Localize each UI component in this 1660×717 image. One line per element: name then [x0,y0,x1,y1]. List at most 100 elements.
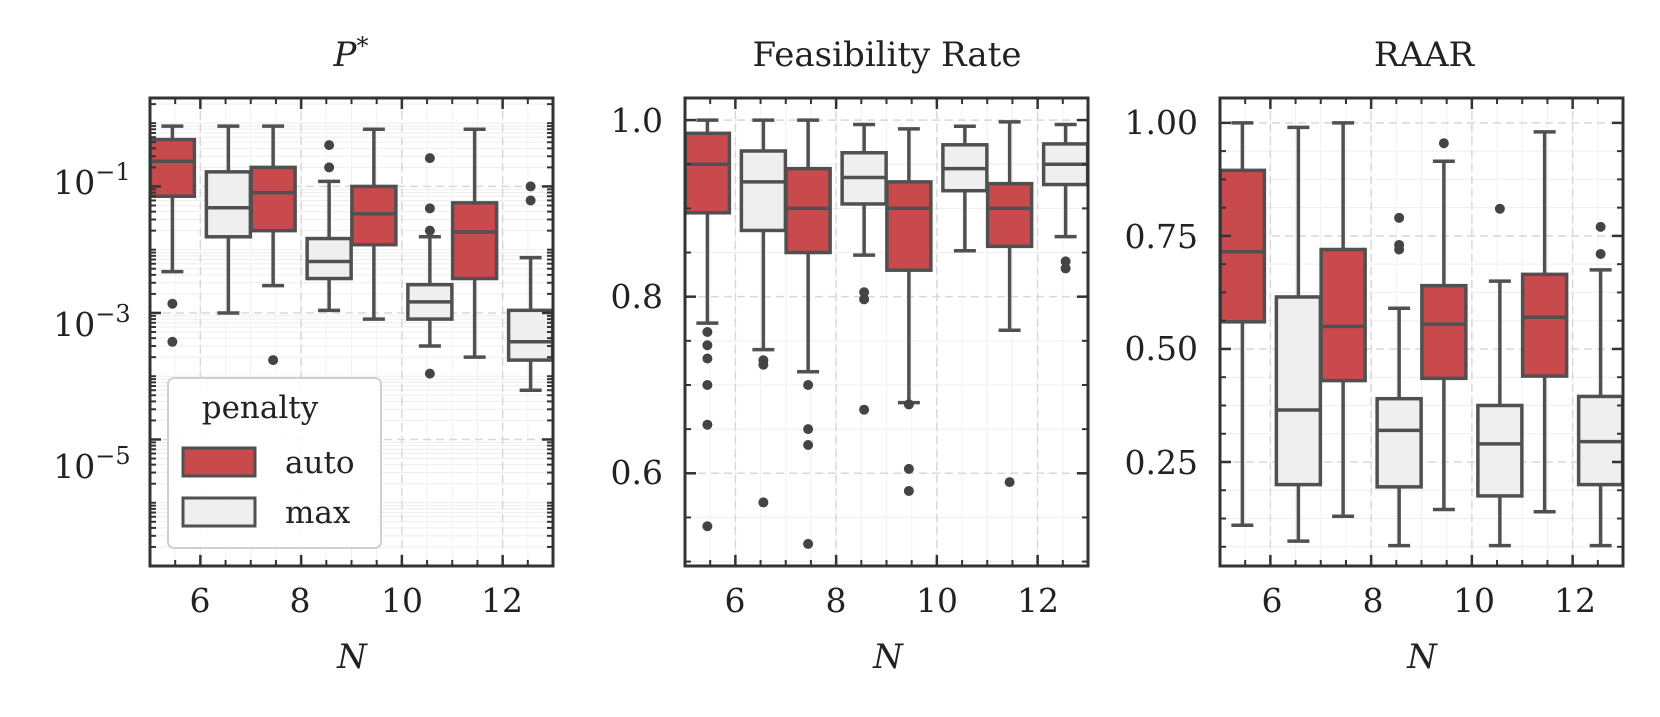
ticks [685,98,1088,566]
legend-title: penalty [202,390,319,426]
panel-raar: RAAR 6 8 10 12 1.00 0.75 0.50 0.25 N [1125,35,1625,677]
outlier-point-auto [803,424,814,435]
outlier-point-auto [903,399,914,410]
outlier-point-auto [903,463,914,474]
boxes [1218,121,1625,548]
outlier-point-max [525,181,536,192]
x-tick-label: 8 [826,581,847,620]
outlier-point-auto [167,298,178,309]
box-max-8 [305,236,353,281]
outlier-point-auto [702,419,713,430]
outlier-point-max [859,404,870,415]
box-auto-12 [985,181,1034,249]
x-tick-label: 10 [916,581,958,620]
outlier-point-auto [702,521,713,532]
panel-title: Feasibility Rate [753,35,1022,75]
legend: penalty auto max [167,377,382,549]
outlier-point-auto [903,485,914,496]
y-tick-label: 1.0 [611,101,663,140]
box-max-6 [204,170,253,239]
outlier-point-auto [803,379,814,390]
outlier-point-auto [702,340,713,351]
box-max-6 [739,149,788,233]
box-auto-6 [683,131,732,215]
outlier-point-max [758,359,769,370]
ticks [150,98,553,566]
legend-swatch-max [181,496,257,528]
outlier-point-auto [268,355,279,366]
y-tick-label: 10−3 [53,300,130,344]
x-tick-label: 6 [1262,581,1283,620]
outlier-point-auto [702,353,713,364]
x-tick-label: 8 [290,581,311,620]
outlier-point-auto [702,327,713,337]
y-tick-label: 10−1 [53,158,130,202]
box-max-8 [1375,396,1423,489]
legend-label-auto: auto [285,445,355,481]
y-tick-label: 0.25 [1125,443,1198,482]
outlier-point-max [859,294,870,305]
outlier-point-max [424,368,435,379]
x-axis-label: N [336,637,368,677]
box-max-12 [506,308,555,362]
box-auto-6 [1218,168,1267,324]
outlier-point-auto [167,336,178,347]
box-auto-10 [885,180,933,272]
box-auto-8 [249,165,297,233]
outlier-point-max [424,153,435,164]
box-max-10 [1476,403,1524,498]
x-tick-label: 12 [1017,581,1059,620]
outlier-point-max [1060,263,1071,274]
y-tick-label: 10−5 [53,442,130,486]
outlier-point-auto [1004,477,1015,488]
legend-swatch-auto [181,446,257,478]
boxes [683,118,1090,549]
box-auto-10 [1420,283,1468,381]
outlier-point-auto [702,379,713,390]
legend-label-max: max [285,495,351,531]
x-tick-label: 10 [381,581,423,620]
outlier-point-max [859,287,870,298]
x-tick-label: 10 [1453,581,1495,620]
y-tick-label: 0.50 [1125,329,1198,368]
box-auto-10 [350,184,398,247]
ticks [1220,98,1623,566]
outlier-point-auto [803,440,814,451]
panel-feasibility-rate: Feasibility Rate 6 8 10 12 1.0 0.8 0.6 N [611,35,1090,677]
outlier-point-auto [803,538,814,549]
box-auto-12 [450,201,499,281]
y-tick-label: 0.6 [611,453,663,492]
outlier-point-max [324,140,335,151]
outlier-point-max [324,162,335,173]
y-tick-label: 1.00 [1125,103,1198,142]
panel-p-star: P* 6 8 10 12 10−1 10−3 10−5 N penalty au… [53,32,555,677]
outlier-point-max [1394,239,1405,250]
y-tick-label: 0.75 [1125,217,1198,256]
panel-title: P* [333,32,369,75]
x-axis-label: N [872,637,904,677]
box-auto-8 [1319,247,1367,383]
box-auto-12 [1520,272,1569,378]
box-max-6 [1274,295,1323,487]
x-tick-label: 12 [1554,581,1596,620]
box-auto-8 [784,166,832,255]
y-tick-label: 0.8 [611,277,663,316]
outlier-point-max [1394,212,1405,223]
outlier-point-max [424,203,435,214]
box-auto-6 [148,137,197,198]
outlier-point-max [1595,221,1606,232]
x-tick-label: 8 [1363,581,1384,620]
boxes [148,124,555,393]
outlier-point-max [758,497,769,508]
outlier-point-max [1494,203,1505,214]
outlier-point-max [525,195,536,206]
outlier-point-max [1595,249,1606,259]
outlier-point-auto [1438,138,1449,149]
outlier-point-max [1060,256,1071,267]
x-axis-label: N [1406,637,1438,677]
x-tick-label: 12 [481,581,523,620]
outlier-point-max [424,225,435,236]
x-tick-label: 6 [725,581,746,620]
x-tick-label: 6 [190,581,211,620]
